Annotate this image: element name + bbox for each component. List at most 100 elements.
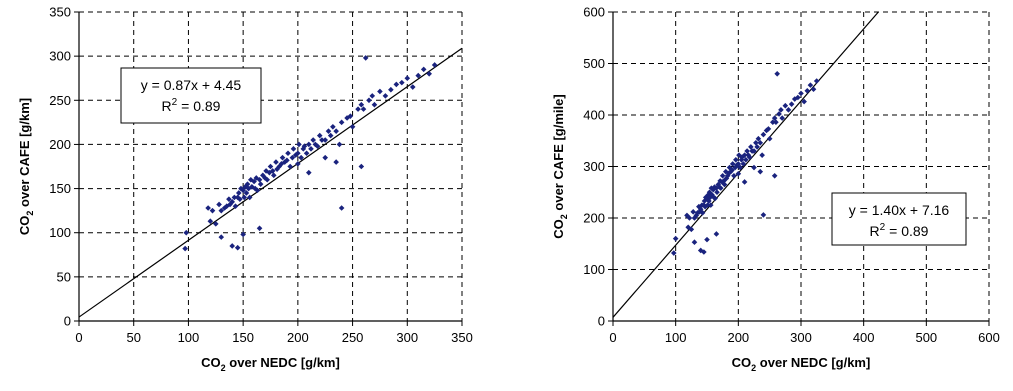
data-point [182, 245, 188, 252]
trendline [79, 47, 462, 318]
data-point [748, 144, 754, 150]
x-tick-label: 400 [853, 330, 875, 345]
y-tick-label: 150 [49, 181, 71, 196]
data-point [721, 181, 728, 188]
data-point [420, 66, 427, 73]
data-point [688, 226, 695, 233]
data-point [226, 196, 232, 202]
data-point [229, 199, 235, 205]
y-tick-label: 50 [57, 269, 71, 284]
data-point [207, 218, 214, 225]
data-point [229, 243, 235, 249]
y-tick-label: 400 [583, 108, 605, 123]
data-point [212, 221, 219, 227]
data-point [249, 184, 255, 190]
data-point [237, 196, 243, 202]
data-point [713, 231, 720, 237]
data-point [740, 161, 747, 167]
equation-box [831, 192, 967, 246]
data-point [765, 126, 772, 132]
data-point [218, 207, 225, 214]
data-point [801, 98, 807, 105]
data-point [256, 176, 263, 183]
y-tick-label: 250 [49, 93, 71, 108]
data-point [306, 141, 312, 148]
x-tick-label: 300 [790, 330, 812, 345]
data-point [759, 152, 765, 158]
data-point [267, 163, 274, 170]
r-squared-text: R2 = 0.89 [870, 222, 929, 239]
x-axis-label: CO2 over NEDC [g/km] [732, 355, 871, 373]
data-point [760, 212, 767, 218]
data-point [355, 106, 361, 112]
data-point [273, 159, 279, 165]
data-point [347, 113, 354, 119]
data-point [322, 154, 329, 161]
data-point [234, 194, 241, 201]
data-point [778, 107, 784, 113]
data-point [306, 169, 312, 176]
data-point [684, 212, 690, 219]
data-point [240, 187, 246, 194]
y-tick-label: 350 [49, 5, 71, 20]
data-point [773, 119, 779, 126]
data-point [690, 209, 697, 215]
data-point [262, 175, 268, 181]
data-points [182, 55, 438, 252]
data-point [693, 212, 700, 219]
data-point [338, 119, 345, 126]
data-point [240, 231, 246, 238]
data-point [371, 101, 378, 108]
data-point [290, 146, 297, 152]
data-point [243, 190, 250, 196]
data-point [741, 152, 748, 158]
data-point [729, 161, 736, 167]
data-point [719, 179, 725, 185]
data-point [278, 161, 285, 167]
data-point [415, 72, 422, 79]
data-point [704, 202, 711, 208]
data-point [295, 150, 301, 157]
x-tick-label: 50 [126, 330, 140, 345]
y-axis-label: CO2 over CAFE [g/km] [17, 98, 35, 235]
data-point [301, 143, 308, 149]
data-point [712, 195, 718, 202]
chart-2: 0 100 200 300 400 500 600 0 100 200 300 400 500 600 CO… [551, 5, 1000, 374]
x-tick-label: 100 [178, 330, 200, 345]
data-point [431, 62, 438, 68]
data-point [735, 161, 742, 167]
data-point [426, 71, 432, 77]
r-squared-text: R2 = 0.89 [162, 97, 221, 114]
data-point [289, 154, 296, 161]
data-point [744, 148, 750, 154]
y-tick-label: 300 [49, 49, 71, 64]
gridlines [613, 11, 990, 321]
data-point [741, 179, 748, 185]
equation-text: y = 1.40x + 7.16 [849, 202, 950, 218]
data-point [779, 115, 785, 121]
data-point [404, 75, 411, 82]
data-point [232, 203, 239, 210]
x-tick-label: 200 [287, 330, 309, 345]
data-point [325, 128, 332, 134]
y-tick-label: 100 [583, 262, 605, 277]
data-point [358, 163, 365, 170]
data-point [285, 150, 291, 157]
data-point [234, 244, 241, 251]
data-point [298, 154, 304, 161]
data-point [751, 148, 757, 154]
data-point [223, 203, 230, 210]
y-tick-label: 600 [583, 5, 605, 20]
data-point [737, 164, 744, 171]
data-point [763, 127, 770, 134]
data-point [362, 55, 369, 61]
data-point [252, 185, 258, 192]
data-point [256, 225, 263, 232]
data-point [279, 154, 286, 161]
data-point [729, 167, 735, 173]
data-point [246, 194, 253, 201]
data-point [260, 172, 266, 179]
y-tick-label: 300 [583, 159, 605, 174]
data-point [804, 87, 811, 94]
data-point [745, 152, 752, 158]
